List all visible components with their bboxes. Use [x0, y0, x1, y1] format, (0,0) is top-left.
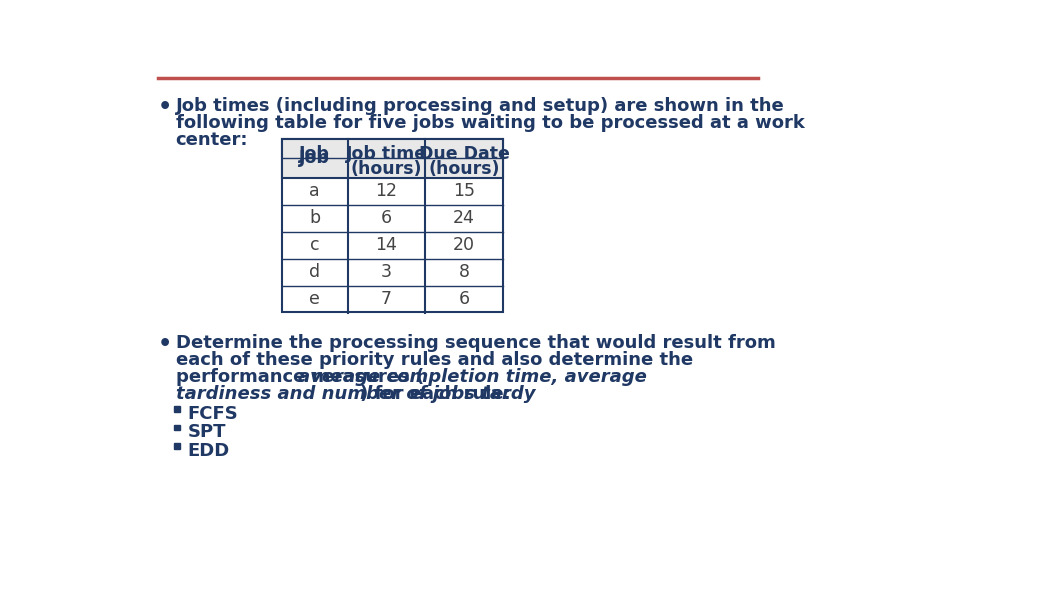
Text: d: d: [310, 263, 320, 281]
Text: b: b: [310, 209, 320, 227]
Text: following table for five jobs waiting to be processed at a work: following table for five jobs waiting to…: [176, 114, 804, 132]
Text: 3: 3: [381, 263, 392, 281]
Text: 6: 6: [458, 290, 470, 308]
Text: 7: 7: [381, 290, 392, 308]
Text: 6: 6: [381, 209, 392, 227]
Text: FCFS: FCFS: [187, 405, 238, 423]
Text: 24: 24: [453, 209, 475, 227]
Text: each of these priority rules and also determine the: each of these priority rules and also de…: [176, 351, 692, 369]
Text: performance measures (: performance measures (: [176, 368, 424, 386]
Text: 20: 20: [453, 236, 475, 254]
Text: tardiness and number of jobs tardy: tardiness and number of jobs tardy: [176, 385, 536, 403]
Text: a: a: [310, 182, 320, 200]
Bar: [174, 425, 180, 430]
Text: Job time: Job time: [346, 145, 427, 164]
Text: Job times (including processing and setup) are shown in the: Job times (including processing and setu…: [176, 97, 784, 115]
Text: center:: center:: [176, 131, 248, 149]
Bar: [174, 407, 180, 412]
Text: Determine the processing sequence that would result from: Determine the processing sequence that w…: [176, 334, 775, 352]
Text: e: e: [310, 290, 320, 308]
Text: •: •: [158, 97, 173, 117]
Text: •: •: [158, 334, 173, 354]
Bar: [281, 139, 503, 178]
Text: 12: 12: [376, 182, 397, 200]
Text: Job: Job: [299, 149, 331, 167]
Text: c: c: [310, 236, 320, 254]
Text: 14: 14: [376, 236, 397, 254]
Text: SPT: SPT: [187, 423, 226, 442]
Text: EDD: EDD: [187, 442, 229, 460]
Text: (hours): (hours): [428, 160, 500, 178]
Text: Due Date: Due Date: [418, 145, 509, 164]
Text: (hours): (hours): [350, 160, 423, 178]
Text: 8: 8: [458, 263, 470, 281]
Text: 15: 15: [453, 182, 475, 200]
Text: average completion time, average: average completion time, average: [298, 368, 647, 386]
Bar: [281, 139, 503, 312]
Text: Job: Job: [299, 145, 331, 164]
Text: ) for each rule:: ) for each rule:: [360, 385, 510, 403]
Bar: [174, 443, 180, 449]
